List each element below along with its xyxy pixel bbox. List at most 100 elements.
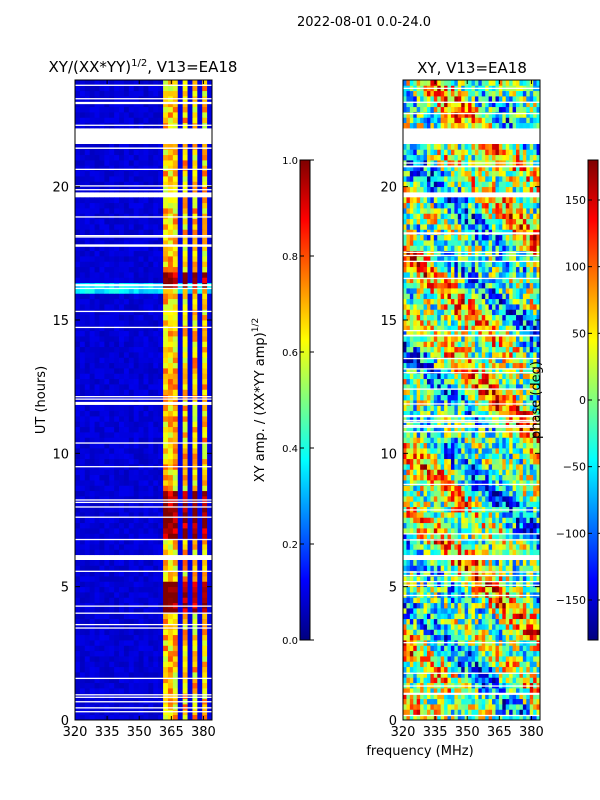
- phase-cell: [533, 586, 537, 593]
- phase-cell: [416, 512, 421, 518]
- amplitude-cell: [114, 549, 120, 556]
- amplitude-cell: [138, 453, 144, 460]
- amplitude-cell: [153, 618, 159, 625]
- amplitude-cell: [128, 522, 135, 529]
- amplitude-cell: [143, 245, 149, 252]
- phase-cell: [471, 645, 476, 652]
- amplitude-cell: [143, 181, 149, 188]
- amplitude-cell: [104, 608, 110, 614]
- amplitude-cell: [172, 357, 179, 364]
- amplitude-cell: [202, 629, 208, 636]
- amplitude-cell: [94, 149, 100, 156]
- phase-cell: [495, 496, 500, 502]
- amplitude-cell: [202, 112, 208, 118]
- amplitude-cell: [148, 538, 154, 545]
- amplitude-cell: [84, 634, 91, 641]
- amplitude-cell: [79, 565, 86, 572]
- amplitude-cell: [84, 144, 91, 150]
- amplitude-cell: [182, 506, 188, 513]
- amplitude-cell: [133, 368, 139, 374]
- amplitude-cell: [148, 229, 154, 236]
- flagged-line: [75, 506, 212, 508]
- amplitude-cell: [167, 250, 174, 257]
- amplitude-cell: [128, 245, 135, 252]
- amplitude-cell: [158, 565, 164, 572]
- phase-cell: [426, 581, 431, 588]
- amplitude-cell: [187, 149, 193, 156]
- phase-cell: [512, 624, 517, 630]
- amplitude-cell: [138, 256, 144, 262]
- phase-cell: [471, 618, 476, 625]
- amplitude-cell: [158, 533, 164, 540]
- amplitude-cell: [94, 592, 100, 598]
- phase-cell: [536, 576, 541, 582]
- amplitude-cell: [114, 101, 120, 108]
- amplitude-cell: [177, 362, 184, 369]
- amplitude-cell: [202, 101, 208, 108]
- amplitude-cell: [123, 586, 130, 593]
- amplitude-cell: [119, 576, 125, 582]
- phase-cell: [403, 517, 407, 524]
- amplitude-cell: [99, 336, 105, 342]
- amplitude-cell: [182, 480, 188, 486]
- amplitude-cell: [109, 592, 115, 598]
- amplitude-cell: [79, 522, 86, 529]
- amplitude-cell: [143, 501, 149, 508]
- amplitude-cell: [182, 261, 188, 268]
- phase-cell: [485, 613, 490, 620]
- phase-cell: [505, 549, 510, 556]
- phase-cell: [498, 661, 503, 668]
- phase-cell: [488, 650, 493, 657]
- amplitude-cell: [89, 538, 95, 545]
- phase-cell: [409, 656, 414, 662]
- amplitude-cell: [104, 394, 110, 401]
- amplitude-cell: [207, 586, 213, 593]
- phase-cell: [492, 650, 496, 657]
- amplitude-cell: [114, 85, 120, 92]
- phase-cell: [450, 618, 455, 625]
- amplitude-cell: [75, 490, 81, 497]
- amplitude-colorbar-label: XY amp. / (XX*YY amp)1/2: [251, 318, 268, 482]
- amplitude-cell: [182, 576, 188, 582]
- amplitude-cell: [123, 528, 130, 534]
- amplitude-cell: [143, 624, 149, 630]
- phase-cell: [492, 656, 496, 662]
- amplitude-cell: [182, 501, 188, 508]
- phase-cell: [516, 613, 520, 620]
- amplitude-cell: [89, 421, 95, 428]
- flagged-line: [75, 101, 212, 104]
- phase-cell: [450, 496, 455, 502]
- phase-cell: [454, 528, 459, 534]
- phase-cell: [413, 656, 418, 662]
- amplitude-cell: [89, 565, 95, 572]
- phase-cell: [430, 522, 435, 529]
- amplitude-cell: [104, 538, 110, 545]
- amplitude-cell: [104, 661, 110, 668]
- phase-cell: [461, 656, 466, 662]
- amplitude-cell: [187, 645, 193, 652]
- amplitude-cell: [138, 330, 144, 337]
- amplitude-cell: [187, 650, 193, 657]
- amplitude-cell: [119, 592, 125, 598]
- phase-cell: [526, 714, 531, 721]
- phase-cell: [471, 656, 476, 662]
- amplitude-cell: [158, 480, 164, 486]
- amplitude-cell: [207, 485, 213, 492]
- amplitude-cell: [75, 309, 81, 316]
- amplitude-cell: [128, 405, 135, 412]
- amplitude-cell: [79, 384, 86, 390]
- amplitude-cell: [197, 320, 203, 326]
- phase-cell: [444, 586, 448, 593]
- amplitude-cell: [84, 522, 91, 529]
- amplitude-cell: [133, 608, 139, 614]
- phase-cell: [522, 565, 527, 572]
- amplitude-cell: [104, 432, 110, 438]
- amplitude-cell: [177, 80, 184, 86]
- amplitude-cell: [109, 522, 115, 529]
- amplitude-cell: [99, 250, 105, 257]
- amplitude-cell: [123, 341, 130, 348]
- amplitude-cell: [79, 453, 86, 460]
- phase-cell: [474, 688, 479, 694]
- amplitude-cell: [138, 410, 144, 417]
- amplitude-cell: [158, 154, 164, 161]
